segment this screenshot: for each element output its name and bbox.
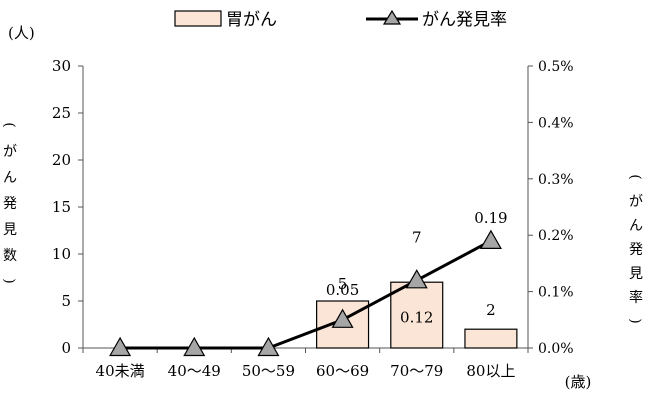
axis-title-char: ( xyxy=(627,174,643,179)
x-unit-label: (歳) xyxy=(565,373,592,391)
legend: 胃がん がん発見率 xyxy=(174,9,507,30)
line-data-label: 0.19 xyxy=(474,209,507,227)
axis-title-char: 発 xyxy=(629,242,643,258)
y-right-tick-label: 0.5% xyxy=(538,59,574,75)
line-path xyxy=(120,239,492,350)
x-tick-label: 50〜59 xyxy=(242,362,295,380)
y-left-tick-label: 15 xyxy=(52,198,71,216)
bar-data-label: 5 xyxy=(338,275,348,293)
axis-title-char: 見 xyxy=(3,222,17,238)
bar-data-label: 2 xyxy=(486,301,496,319)
axis-title-char: 見 xyxy=(629,266,643,282)
y-right-axis-label: ( がん発見率) xyxy=(627,174,643,323)
x-tick-label: 40未満 xyxy=(96,362,145,380)
x-tick-label: 70〜79 xyxy=(390,362,443,380)
line-data-label: 0.12 xyxy=(400,308,433,326)
y-right-tick-label: 0.2% xyxy=(538,228,574,244)
line-marker xyxy=(331,308,354,328)
line-marker xyxy=(183,336,206,357)
legend-bar-swatch xyxy=(174,10,222,27)
line-series xyxy=(109,229,502,357)
y-left-tick-label: 30 xyxy=(52,57,71,75)
y-left-tick-label: 5 xyxy=(61,292,71,310)
y-left-tick-label: 25 xyxy=(52,104,71,122)
axis-title-char: が xyxy=(3,144,17,160)
bar xyxy=(464,328,518,349)
axis-title-char: が xyxy=(629,194,643,210)
legend-line-marker xyxy=(382,9,402,25)
y-left-unit-label: (人) xyxy=(8,24,35,42)
line-data-label: 0.05 xyxy=(326,281,359,299)
axis-title-char: 発 xyxy=(3,196,17,212)
axis-title-char: ん xyxy=(3,170,17,186)
line-marker xyxy=(405,269,428,289)
line-marker xyxy=(479,229,502,249)
legend-bar-label: 胃がん xyxy=(226,10,277,30)
y-right-tick-label: 0.4% xyxy=(538,115,574,131)
x-tick-label: 60〜69 xyxy=(316,362,369,380)
axis-title-char: ) xyxy=(1,278,17,283)
x-tick-label: 80以上 xyxy=(466,362,515,380)
axis-title-char: ) xyxy=(627,318,643,323)
y-right-tick-label: 0.0% xyxy=(538,341,574,357)
axis-title-char: ん xyxy=(629,218,643,234)
axis-title-char: 数 xyxy=(3,248,17,264)
y-left-tick-label: 10 xyxy=(52,245,71,263)
line-marker xyxy=(257,336,280,357)
y-right-tick-label: 0.1% xyxy=(538,285,574,301)
axis-title-char: 率 xyxy=(629,289,643,306)
data-labels: 5 7 2 0.05 0.12 0.19 xyxy=(326,209,508,326)
axis-title-char: ( xyxy=(1,122,17,127)
line-marker xyxy=(109,336,132,357)
bar-data-label: 7 xyxy=(412,228,422,246)
y-left-tick-label: 20 xyxy=(52,151,71,169)
legend-line-label: がん発見率 xyxy=(422,10,507,30)
y-right-tick-label: 0.3% xyxy=(538,172,574,188)
y-left-tick-label: 0 xyxy=(61,339,71,357)
x-tick-label: 40〜49 xyxy=(168,362,221,380)
